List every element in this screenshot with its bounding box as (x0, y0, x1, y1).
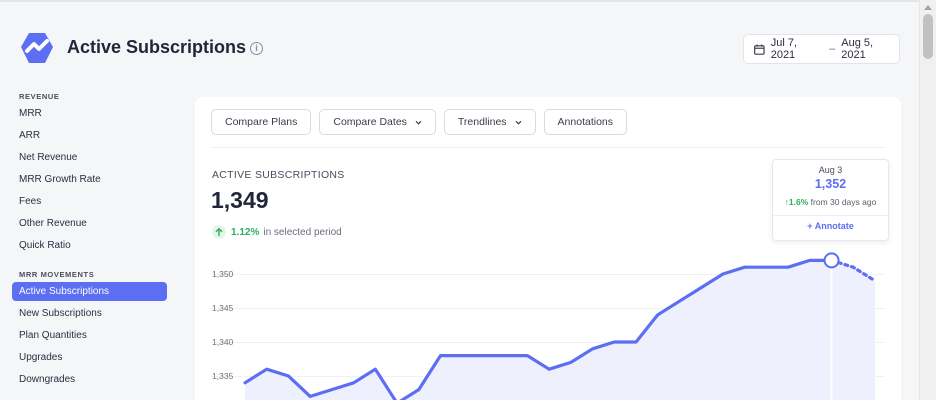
scroll-up-arrow-icon[interactable] (924, 5, 932, 10)
chart-tooltip: Aug 3 1,352 ↑1.6% from 30 days ago + Ann… (772, 159, 889, 241)
sidebar-item-mrr[interactable]: MRR (19, 108, 42, 119)
highlight-point (823, 252, 840, 269)
annotations-button[interactable]: Annotations (543, 109, 628, 135)
sidebar-item-quick-ratio[interactable]: Quick Ratio (19, 240, 71, 251)
scrollbar[interactable] (919, 0, 936, 400)
sidebar-item-downgrades[interactable]: Downgrades (19, 374, 76, 385)
annotations-label: Annotations (557, 116, 614, 128)
y-tick-label: 1,345 (212, 303, 234, 313)
metric-change-text: in selected period (263, 226, 342, 238)
y-tick-label: 1,350 (212, 269, 234, 279)
date-end: Aug 5, 2021 (841, 37, 874, 61)
tooltip-date: Aug 3 (818, 165, 843, 175)
sidebar-item-new-subscriptions[interactable]: New Subscriptions (19, 308, 102, 319)
tooltip-change-pct: 1.6% (788, 197, 809, 207)
date-range-picker[interactable]: Jul 7, 2021 – Aug 5, 2021 (743, 34, 900, 64)
chevron-down-icon (415, 120, 422, 125)
subscriptions-chart[interactable]: 1,350 1,345 1,340 1,335 (195, 97, 901, 400)
sidebar-item-active-subscriptions[interactable]: Active Subscriptions (12, 282, 167, 301)
trendlines-label: Trendlines (457, 116, 507, 128)
date-start: Jul 7, 2021 (770, 37, 797, 61)
toolbar-divider (211, 147, 885, 148)
logo-icon (21, 33, 53, 63)
series-line (243, 258, 834, 400)
tooltip-change: ↑1.6% from 30 days ago (773, 197, 888, 207)
metric-change: 1.12% in selected period (212, 225, 342, 239)
chart-toolbar: Compare Plans Compare Dates Trendlines A… (211, 109, 628, 135)
metric-change-pct: 1.12% (231, 226, 260, 238)
compare-dates-label: Compare Dates (333, 116, 407, 128)
sidebar-item-upgrades[interactable]: Upgrades (19, 352, 63, 363)
y-tick-label: 1,340 (212, 337, 234, 347)
info-icon[interactable]: i (250, 42, 263, 55)
compare-plans-button[interactable]: Compare Plans (211, 109, 312, 135)
y-tick-label: 1,335 (212, 371, 234, 381)
arrow-up-icon (212, 225, 226, 239)
area-fill (245, 260, 875, 400)
sidebar-section-revenue: REVENUE (19, 92, 60, 101)
compare-dates-dropdown[interactable]: Compare Dates (319, 109, 436, 135)
metric-value: 1,349 (211, 187, 269, 213)
tooltip-value: 1,352 (814, 177, 847, 191)
calendar-icon (754, 43, 765, 55)
scroll-thumb[interactable] (923, 14, 933, 59)
tooltip-change-arrow: ↑ (784, 197, 789, 207)
tooltip-divider (773, 215, 888, 216)
sidebar-item-net-revenue[interactable]: Net Revenue (19, 152, 78, 163)
chevron-down-icon (515, 120, 521, 125)
page-title: Active Subscriptions (67, 37, 247, 57)
compare-plans-label: Compare Plans (225, 116, 298, 128)
window-top-border (0, 0, 936, 2)
sidebar-item-fees[interactable]: Fees (19, 196, 42, 207)
annotate-button[interactable]: + Annotate (807, 221, 854, 231)
metric-label: ACTIVE SUBSCRIPTIONS (212, 169, 345, 181)
trendlines-dropdown[interactable]: Trendlines (443, 109, 536, 135)
sidebar: REVENUE MRR ARR Net Revenue MRR Growth R… (12, 92, 167, 392)
sidebar-item-mrr-growth-rate[interactable]: MRR Growth Rate (19, 174, 101, 185)
sidebar-section-mrr-movements: MRR MOVEMENTS (19, 270, 95, 279)
date-separator: – (829, 43, 836, 55)
sidebar-item-other-revenue[interactable]: Other Revenue (19, 218, 87, 229)
tooltip-change-text: from 30 days ago (810, 197, 877, 207)
chart-card: Compare Plans Compare Dates Trendlines A… (195, 97, 901, 400)
sidebar-item-plan-quantities[interactable]: Plan Quantities (19, 330, 87, 341)
sidebar-item-arr[interactable]: ARR (19, 130, 41, 141)
